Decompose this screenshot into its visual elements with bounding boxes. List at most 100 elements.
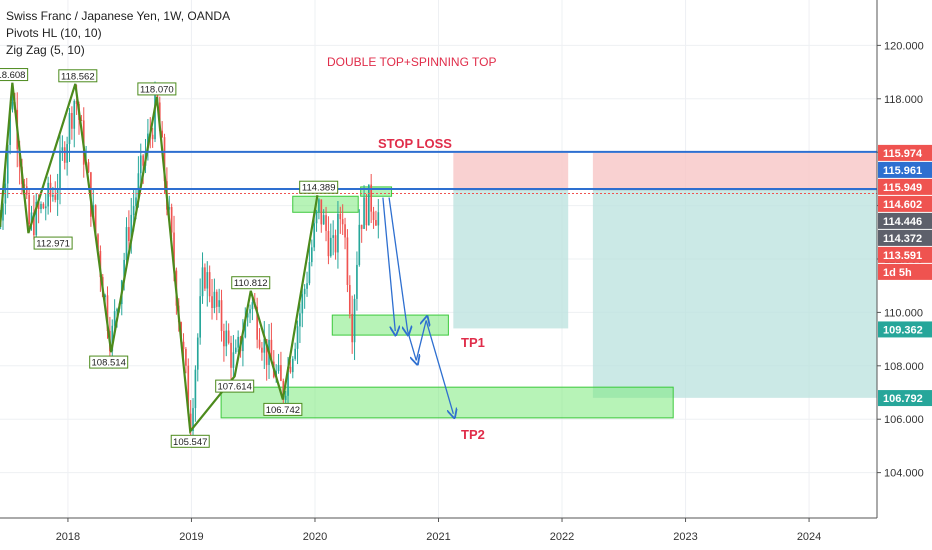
price-tick-label: 110.000 [884, 307, 923, 319]
candle [249, 309, 251, 314]
candle [59, 150, 61, 189]
candle [299, 313, 301, 327]
candle [246, 313, 249, 318]
candle [33, 212, 35, 236]
candle [128, 227, 130, 242]
candle [375, 220, 377, 226]
position-zones [453, 152, 877, 398]
candle [310, 247, 313, 263]
pivot-label-text: 107.614 [218, 382, 252, 393]
candle [213, 291, 216, 308]
candle [289, 366, 292, 373]
stop-zone-1 [453, 152, 569, 190]
candle [125, 227, 128, 260]
target-zone-1 [453, 189, 569, 329]
pivot-label-text: 118.608 [0, 70, 25, 81]
time-tick-label: 2022 [550, 531, 574, 543]
time-tick-label: 2020 [303, 531, 327, 543]
price-tag-text: 114.372 [883, 233, 922, 245]
candle [284, 395, 287, 401]
price-tag: 114.446 [878, 212, 932, 229]
candle [161, 130, 163, 138]
candle [132, 206, 135, 215]
candle [244, 317, 247, 338]
candle [185, 349, 187, 366]
pivot-label-box [89, 355, 129, 369]
pivot-label-text: 105.547 [173, 437, 207, 448]
time-tick-label: 2023 [673, 531, 697, 543]
candle [37, 201, 40, 210]
candle [296, 326, 299, 349]
price-tag: 115.974 [878, 144, 932, 161]
candle [192, 408, 194, 432]
candle [294, 348, 296, 359]
candle [358, 224, 361, 265]
candle [137, 173, 140, 198]
candle [341, 219, 344, 225]
candle [194, 369, 197, 409]
candle [54, 195, 57, 200]
price-tag-text: 114.602 [883, 199, 922, 211]
price-tag-text: 114.446 [883, 216, 922, 228]
candle [68, 113, 71, 145]
green-zone-4 [360, 186, 393, 197]
candle [215, 291, 218, 307]
candle [339, 213, 342, 220]
candle [234, 347, 237, 353]
price-tag-bg [878, 390, 932, 407]
price-tag: 114.372 [878, 229, 932, 246]
candle [63, 147, 66, 163]
candle [313, 223, 316, 248]
price-tag: 106.792 [878, 390, 932, 407]
price-tag: 1d 5h [878, 263, 932, 280]
candle [142, 155, 144, 166]
time-tick-label: 2024 [797, 531, 821, 543]
price-tag: 113.591 [878, 246, 932, 263]
projection-arrows [382, 197, 453, 414]
candle [71, 113, 73, 129]
candle [348, 284, 351, 314]
candle [211, 296, 213, 308]
candle [106, 295, 109, 332]
tp2-label: TP2 [461, 427, 485, 442]
candle [182, 341, 185, 350]
candle [40, 203, 42, 210]
pivot-label: 118.070 [137, 82, 177, 96]
candle [225, 330, 228, 347]
price-tag-bg [878, 212, 932, 229]
candle [325, 215, 327, 231]
pivot-label: 114.389 [299, 180, 339, 194]
candle [346, 237, 349, 285]
indicator-pivots[interactable]: Pivots HL (10, 10) [6, 26, 102, 40]
projection-arrow-4 [415, 320, 426, 361]
candle [301, 294, 304, 314]
chart-title[interactable]: Swiss Franc / Japanese Yen, 1W, OANDA [6, 9, 231, 23]
indicator-zigzag[interactable]: Zig Zag (5, 10) [6, 43, 85, 57]
candle [218, 300, 220, 307]
pivot-label-text: 118.562 [61, 71, 95, 82]
price-tag-bg [878, 195, 932, 212]
price-tag-bg [878, 161, 932, 178]
price-tag-bg [878, 263, 932, 280]
price-tag-bg [878, 229, 932, 246]
candle [2, 203, 4, 221]
price-tick-label: 108.000 [884, 361, 924, 373]
candle [168, 207, 171, 210]
pivot-label: 118.608 [0, 68, 29, 82]
candle [242, 337, 244, 352]
pattern-label: DOUBLE TOP+SPINNING TOP [327, 55, 497, 69]
candle [199, 296, 201, 338]
pivot-label: 108.514 [89, 355, 129, 369]
candle [277, 365, 280, 372]
pivot-label-text: 108.514 [92, 358, 126, 369]
pivot-label-text: 110.812 [234, 278, 268, 289]
candle [28, 194, 30, 225]
candle [30, 212, 33, 225]
price-tag: 109.362 [878, 321, 932, 338]
pivot-label: 110.812 [231, 276, 271, 290]
pivot-label-box [58, 69, 98, 83]
green-zone-3 [292, 195, 359, 213]
candle [306, 283, 308, 289]
candle [163, 137, 166, 182]
